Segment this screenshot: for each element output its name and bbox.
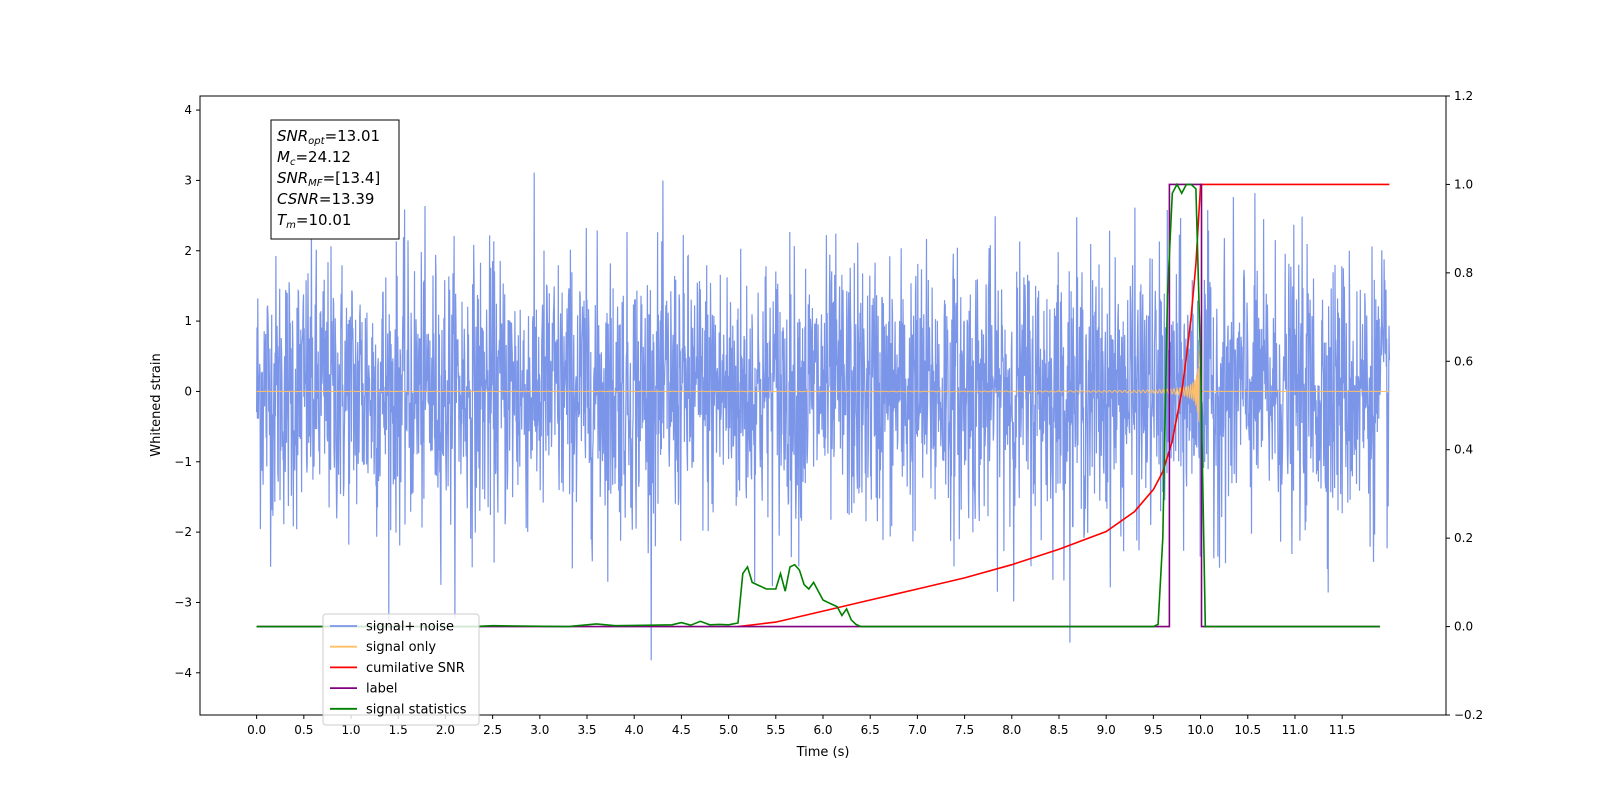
legend-label: signal only <box>366 640 436 655</box>
legend-label: cumilative SNR <box>366 661 465 676</box>
y-tick-label-right: −0.2 <box>1454 708 1483 722</box>
x-tick-label: 1.5 <box>389 723 408 737</box>
x-tick-label: 4.5 <box>672 723 691 737</box>
y-tick-label-left: 3 <box>184 173 192 187</box>
x-tick-label: 11.5 <box>1329 723 1356 737</box>
legend-label: label <box>366 682 397 697</box>
legend-label: signal statistics <box>366 702 467 717</box>
annotation-line: SNRopt=13.01 <box>277 127 380 147</box>
x-tick-label: 0.5 <box>294 723 313 737</box>
legend-frame <box>322 613 480 726</box>
x-tick-label: 0.0 <box>247 723 266 737</box>
y-tick-label-left: −1 <box>174 455 192 469</box>
x-tick-label: 2.5 <box>483 723 502 737</box>
y-tick-label-right: 0.8 <box>1454 266 1473 280</box>
y-tick-label-left: −4 <box>174 666 192 680</box>
y-tick-label-left: 1 <box>184 314 192 328</box>
annotation-box: SNRopt=13.01Mc=24.12SNRMF=[13.4]CSNR=13.… <box>270 119 400 240</box>
x-tick-label: 5.0 <box>719 723 738 737</box>
x-tick-label: 4.0 <box>625 723 644 737</box>
x-tick-label: 6.5 <box>861 723 880 737</box>
y-axis-right: 1.2 1.0 0.8 0.6 0.4 0.2 0.0 −0.2 <box>1446 89 1483 722</box>
y-tick-label-right: 0.2 <box>1454 531 1473 545</box>
y-tick-label-left: −2 <box>174 525 192 539</box>
legend-label: signal+ noise <box>366 620 454 635</box>
series-cumilative-snr <box>737 183 1390 628</box>
x-tick-label: 5.5 <box>766 723 785 737</box>
x-tick-label: 8.0 <box>1002 723 1021 737</box>
x-tick-label: 9.0 <box>1097 723 1116 737</box>
y-tick-label-right: 0.4 <box>1454 443 1473 457</box>
y-tick-label-right: 0.0 <box>1454 620 1473 634</box>
x-tick-label: 10.5 <box>1234 723 1261 737</box>
y-axis-label: Whitened strain <box>149 353 164 456</box>
series-signal-noise <box>256 172 1390 661</box>
annotation-line: Tm=10.01 <box>277 211 351 231</box>
x-tick-label: 1.0 <box>341 723 360 737</box>
x-tick-label: 9.5 <box>1144 723 1163 737</box>
annotation-frame <box>270 119 400 240</box>
legend: signal+ noise signal only cumilative SNR la… <box>322 613 480 726</box>
x-tick-label: 6.0 <box>813 723 832 737</box>
annotation-line: SNRMF=[13.4] <box>277 169 380 189</box>
x-tick-label: 2.0 <box>436 723 455 737</box>
x-axis-label: Time (s) <box>796 745 850 760</box>
x-axis: 0.0 0.5 1.0 1.5 2.0 2.5 3.0 3.5 4.0 4.5 5.0 5.5 6.0 6… <box>247 715 1356 737</box>
x-tick-label: 8.5 <box>1049 723 1068 737</box>
x-tick-label: 3.5 <box>577 723 596 737</box>
x-tick-label: 7.0 <box>908 723 927 737</box>
y-axis-left: 4 3 2 1 0 −1 −2 −3 −4 <box>174 103 200 680</box>
y-tick-label-right: 0.6 <box>1454 354 1473 368</box>
y-tick-label-left: 0 <box>184 384 192 398</box>
x-tick-label: 3.0 <box>530 723 549 737</box>
y-tick-label-right: 1.0 <box>1454 177 1473 191</box>
y-tick-label-left: −3 <box>174 595 192 609</box>
series-signal-statistics <box>256 182 1380 628</box>
y-tick-label-left: 4 <box>184 103 192 117</box>
x-tick-label: 7.5 <box>955 723 974 737</box>
x-tick-label: 11.0 <box>1282 723 1309 737</box>
y-tick-label-left: 2 <box>184 244 192 258</box>
y-tick-label-right: 1.2 <box>1454 89 1473 103</box>
plot-area <box>256 172 1390 661</box>
annotation-line: Mc=24.12 <box>277 148 351 168</box>
annotation-line: CSNR=13.39 <box>277 190 374 208</box>
x-tick-label: 10.0 <box>1187 723 1214 737</box>
